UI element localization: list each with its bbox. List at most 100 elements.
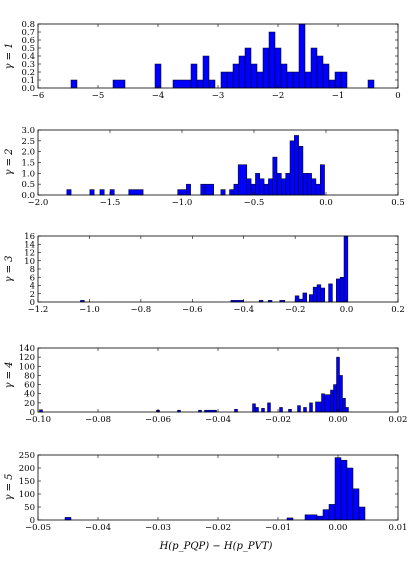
histogram-bar — [279, 407, 283, 413]
y-tick-label: 0.1 — [21, 76, 35, 86]
histogram-bar — [252, 403, 256, 413]
histogram-bar — [262, 47, 270, 89]
x-axis-label: H(p_PQP) − H(p_PVT) — [159, 541, 273, 552]
histogram-bar — [339, 375, 343, 413]
y-axis-label: γ = 5 — [4, 473, 15, 500]
histogram-bar — [315, 183, 321, 196]
histogram-bar — [358, 506, 366, 521]
histogram-bar — [322, 63, 330, 89]
y-tick-label: 0.7 — [21, 28, 35, 38]
y-tick-label: 0.5 — [21, 180, 35, 190]
y-tick-label: 140 — [19, 344, 35, 354]
histogram-bar — [250, 183, 256, 196]
histogram-bar — [292, 71, 300, 89]
histogram-bar — [202, 55, 210, 89]
histogram-bar — [256, 71, 264, 89]
y-tick-label: 120 — [19, 353, 35, 363]
histogram-bar — [99, 189, 105, 196]
y-tick-label: 8 — [30, 265, 35, 275]
y-tick-label: 250 — [19, 451, 35, 461]
y-tick-label: 0.4 — [21, 52, 35, 62]
histogram-panel-gamma-4: γ = 4 −0.10 −0.08 −0.06 −0.04 −0.02 0.00 0.02 0… — [4, 344, 407, 425]
histogram-bar — [280, 63, 288, 89]
x-tick-label: −1 — [332, 91, 345, 101]
histogram-panel-gamma-2: γ = 2 −2.0 −1.5 −1.0 −0.5 0.0 0.50.00.51.01.5… — [4, 126, 405, 208]
histogram-bar — [246, 178, 252, 196]
x-tick-label: −0.04 — [85, 523, 111, 533]
x-tick-label: −1.0 — [79, 305, 100, 315]
histogram-bar — [288, 409, 292, 413]
y-tick-label: 0 — [30, 516, 35, 526]
y-tick-label: 0.3 — [21, 60, 35, 70]
histogram-bar — [312, 286, 318, 303]
histogram-bar — [334, 457, 342, 521]
x-tick-label: 0.0 — [340, 305, 354, 315]
histogram-bar — [237, 164, 248, 196]
histogram-bar — [320, 287, 325, 303]
x-tick-label: −0.06 — [145, 415, 171, 425]
histogram-bar — [303, 407, 307, 413]
x-tick-label: −0.02 — [265, 415, 291, 425]
histogram-bar — [268, 178, 273, 196]
y-tick-label: 150 — [19, 477, 35, 487]
y-tick-label: 200 — [19, 464, 35, 474]
x-tick-label: −1.0 — [172, 198, 193, 208]
histogram-bar — [340, 71, 348, 89]
histogram-bar — [316, 55, 324, 89]
histogram-bar — [346, 467, 354, 521]
x-tick-label: −0.01 — [265, 523, 291, 533]
y-tick-label: 3.0 — [21, 126, 35, 136]
y-tick-label: 0.0 — [21, 191, 35, 201]
histogram-bar — [289, 140, 295, 196]
histogram-bar — [196, 79, 204, 89]
y-tick-label: 100 — [19, 490, 35, 500]
histogram-bar — [233, 183, 239, 196]
y-tick-label: 0 — [30, 408, 35, 418]
histogram-bar — [259, 178, 265, 196]
histogram-bar — [255, 173, 261, 196]
y-tick-label: 4 — [30, 282, 35, 292]
y-tick-label: 2.5 — [21, 137, 35, 147]
x-tick-label: −6 — [32, 91, 45, 101]
histogram-bar — [339, 277, 345, 303]
histogram-bar — [298, 23, 306, 89]
histogram-bar — [154, 63, 162, 89]
x-tick-label: 0.01 — [389, 523, 408, 533]
histogram-bar — [342, 398, 346, 413]
histogram-bar — [66, 189, 72, 196]
histogram-bar — [294, 135, 299, 196]
x-tick-label: −0.10 — [25, 415, 51, 425]
x-tick-label: −0.03 — [145, 523, 171, 533]
histogram-bar — [250, 63, 258, 89]
histogram-bar — [234, 409, 238, 413]
histogram-bar — [112, 79, 126, 89]
y-tick-label: 0.6 — [21, 36, 35, 46]
histogram-bar — [238, 55, 246, 89]
x-tick-label: −1.5 — [100, 198, 121, 208]
histogram-bar — [190, 63, 198, 89]
histogram-bar — [328, 79, 336, 89]
histogram-bar — [267, 402, 271, 413]
histogram-bar — [311, 178, 317, 196]
histogram-bar — [220, 71, 228, 89]
y-tick-label: 0.0 — [21, 84, 35, 94]
histogram-bar — [336, 278, 341, 303]
histogram-bar — [294, 295, 300, 303]
x-tick-label: −0.5 — [244, 198, 265, 208]
x-tick-label: −0.08 — [85, 415, 111, 425]
histogram-bar — [315, 401, 322, 413]
histogram-bar — [244, 47, 252, 89]
x-tick-label: −0.04 — [205, 415, 231, 425]
x-tick-label: −2 — [272, 91, 285, 101]
histogram-bar — [310, 47, 318, 89]
x-tick-label: 0.0 — [319, 198, 333, 208]
histogram-bar — [333, 384, 337, 413]
y-tick-label: 10 — [24, 257, 35, 267]
x-tick-label: −5 — [92, 91, 105, 101]
x-tick-label: −0.05 — [25, 523, 51, 533]
x-tick-label: 0 — [395, 91, 400, 101]
histogram-bar — [128, 189, 144, 196]
histogram-bar — [302, 173, 308, 196]
y-axis-label: γ = 2 — [4, 148, 15, 175]
